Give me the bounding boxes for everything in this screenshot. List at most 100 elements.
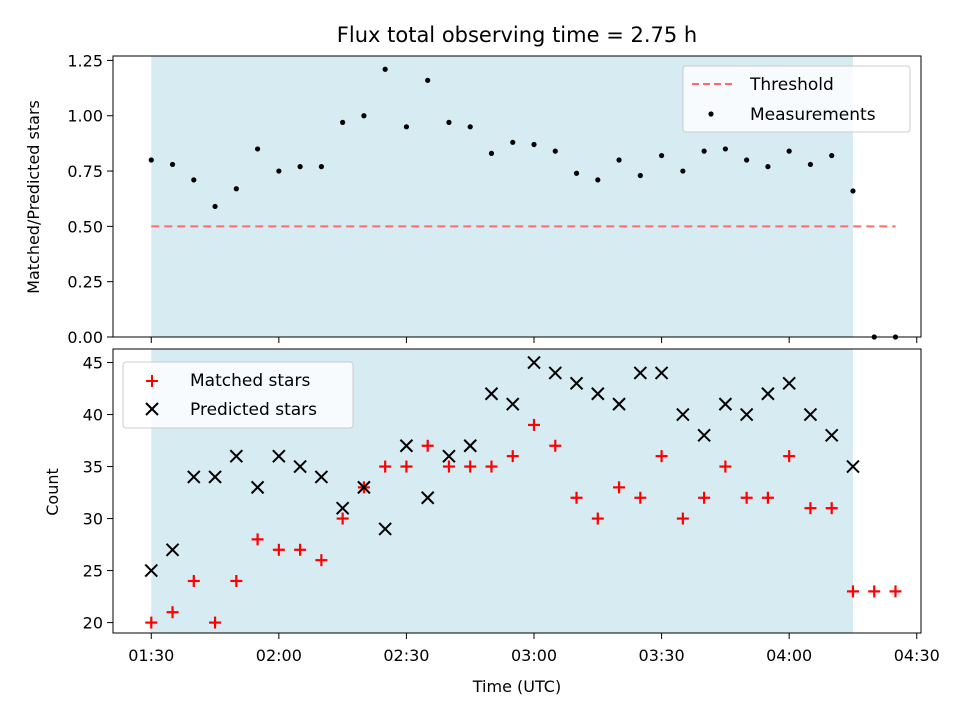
legend-predicted-swatch <box>145 402 159 416</box>
measurement-point <box>829 152 835 159</box>
legend-predicted-label: Predicted stars <box>190 400 317 420</box>
bottom-axes-layer: 20 25 30 35 40 45 01:30 02:00 02:30 03:00 03:30 04:… <box>83 348 940 665</box>
matched-point <box>528 418 541 431</box>
measurement-point <box>595 177 601 183</box>
predicted-point <box>208 470 222 484</box>
matched-point <box>889 585 902 598</box>
matched-point <box>421 439 434 452</box>
matched-point <box>315 554 328 567</box>
predicted-point <box>612 397 626 411</box>
predicted-point <box>272 449 286 463</box>
predicted-point <box>442 449 456 463</box>
predicted-point <box>378 522 392 536</box>
measurement-point <box>382 66 388 72</box>
matched-point <box>549 439 562 452</box>
top-y-tick-label: 0.75 <box>67 162 103 181</box>
measurement-point <box>191 177 197 183</box>
legend-measurements-swatch <box>708 111 714 117</box>
predicted-point <box>654 366 669 380</box>
predicted-point <box>569 376 584 391</box>
legend-threshold-label: Threshold <box>749 75 834 95</box>
matched-point <box>570 491 583 504</box>
predicted-point <box>463 439 477 453</box>
bottom-y-tick-label: 20 <box>83 614 103 633</box>
bottom-y-tick-label: 40 <box>83 406 103 425</box>
x-tick-label: 04:00 <box>766 646 812 665</box>
measurement-point <box>212 203 218 210</box>
x-tick-label: 02:00 <box>256 646 302 665</box>
matched-point <box>655 450 668 463</box>
bottom-y-axis-label: Count <box>43 468 62 516</box>
measurement-point <box>722 146 728 152</box>
matched-point <box>230 574 243 587</box>
measurement-point <box>318 164 324 170</box>
matched-point <box>400 460 413 473</box>
bottom-y-tick-label: 30 <box>83 510 103 529</box>
matched-point <box>272 543 285 556</box>
predicted-point <box>697 428 711 443</box>
predicted-point <box>335 501 350 515</box>
matched-point <box>145 616 158 629</box>
measurement-point <box>637 172 643 179</box>
x-tick-label: 01:30 <box>128 646 174 665</box>
bottom-y-tick-label: 35 <box>83 458 103 477</box>
measurement-point <box>467 124 473 130</box>
predicted-point <box>527 355 541 370</box>
matched-point <box>506 450 519 463</box>
measurement-point <box>807 161 814 168</box>
predicted-point <box>739 407 754 422</box>
matched-point <box>698 491 711 504</box>
legend-measurements-label: Measurements <box>750 105 876 125</box>
matched-point <box>868 585 881 598</box>
matched-point <box>804 502 817 515</box>
measurement-point <box>297 164 303 170</box>
x-tick-label: 04:30 <box>894 646 940 665</box>
predicted-point <box>144 563 158 578</box>
predicted-point <box>782 376 796 391</box>
predicted-point <box>187 470 201 484</box>
predicted-point <box>803 407 818 422</box>
matched-point <box>676 512 689 525</box>
measurement-point <box>573 170 580 176</box>
bottom-chart: 20 25 30 35 40 45 01:30 02:00 02:30 03:00 03:30 04:… <box>43 348 940 696</box>
measurement-point <box>765 164 771 170</box>
predicted-point <box>824 428 839 443</box>
matched-point <box>740 491 753 504</box>
matched-point <box>613 481 626 494</box>
predicted-point <box>293 459 307 474</box>
measurement-point <box>680 168 686 174</box>
x-tick-label: 02:30 <box>383 646 429 665</box>
measurement-point <box>850 188 856 194</box>
bottom-y-tick-label: 25 <box>83 562 103 581</box>
measurement-point <box>510 139 516 145</box>
matched-point <box>251 533 264 546</box>
x-tick-label: 03:30 <box>639 646 685 665</box>
matched-point <box>846 585 859 598</box>
x-axis-label: Time (UTC) <box>472 677 561 696</box>
predicted-point <box>420 491 435 505</box>
predicted-point <box>357 480 371 495</box>
predicted-point <box>591 387 605 401</box>
predicted-point <box>633 366 648 380</box>
measurement-point <box>254 146 261 152</box>
measurement-point <box>786 148 792 154</box>
legend-matched-label: Matched stars <box>190 371 310 391</box>
matched-point <box>379 460 392 473</box>
predicted-point <box>399 439 414 453</box>
matched-point <box>783 450 796 463</box>
measurement-point <box>148 157 154 163</box>
matched-point <box>825 502 838 515</box>
measurement-point <box>446 119 452 125</box>
bottom-legend: Matched stars Predicted stars <box>122 361 354 429</box>
top-y-tick-label: 1.25 <box>67 51 103 70</box>
matched-point <box>209 616 222 629</box>
bottom-legend-box <box>122 361 354 429</box>
matched-point <box>719 460 732 473</box>
predicted-point <box>506 397 520 411</box>
top-axes-layer: 0.00 0.25 0.50 0.75 1.00 1.25 <box>67 51 922 347</box>
matched-point <box>336 512 349 525</box>
top-y-axis-label: Matched/Predicted stars <box>24 100 43 294</box>
predicted-point <box>165 543 180 557</box>
matched-point <box>485 460 498 473</box>
